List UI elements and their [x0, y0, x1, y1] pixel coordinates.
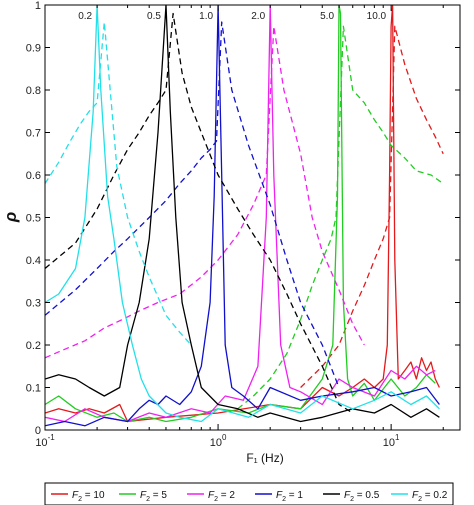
y-tick-label: 0: [35, 425, 41, 437]
legend-box: [44, 482, 454, 505]
series-group: [45, 5, 444, 427]
series-6-solid-line: [45, 5, 440, 423]
y-tick-label: 0.7: [26, 128, 41, 140]
peak-annotation: 5.0: [320, 11, 334, 22]
legend-entry: F2 = 10: [72, 490, 105, 503]
y-tick-label: 0.3: [26, 298, 41, 310]
peak-annotation: 1.0: [199, 11, 213, 22]
y-tick-label: 0.4: [26, 255, 41, 267]
x-tick-label: 100: [210, 433, 227, 449]
legend-entry: F2 = 2: [208, 490, 235, 503]
y-tick-label: 1: [35, 0, 41, 12]
y-tick-label: 0.2: [26, 340, 41, 352]
series-3-dashed-line: [45, 25, 365, 359]
x-tick-label: 101: [383, 433, 400, 449]
legend-entry: F2 = 0.5: [344, 490, 380, 503]
x-tick-label: 10-1: [35, 433, 55, 449]
series-5-dashed-line: [45, 12, 354, 414]
y-tick-label: 0.8: [26, 85, 41, 97]
legend: F2 = 10 F2 = 5 F2 = 2 F2 = 1 F2 = 0.5 F2 = 0.…: [44, 482, 454, 505]
legend-entry: F2 = 1: [276, 490, 303, 503]
peak-annotations: 0.2 0.5 1.0 2.0 5.0 10.0: [78, 11, 386, 22]
legend-entry: F2 = 5: [140, 490, 167, 503]
series-4-solid-line: [45, 5, 440, 427]
peak-annotation: 2.0: [251, 11, 265, 22]
peak-annotation: 0.5: [147, 11, 161, 22]
y-tick-label: 0.5: [26, 213, 41, 225]
series-2-solid-line: [45, 5, 436, 423]
legend-entry: F2 = 0.2: [412, 490, 448, 503]
series-6-dashed-line: [45, 21, 192, 346]
peak-annotation: 10.0: [367, 11, 387, 22]
peak-annotation: 0.2: [78, 11, 92, 22]
y-tick-label: 0.9: [26, 43, 41, 55]
series-1-dashed-line: [300, 25, 444, 388]
series-2-dashed-line: [237, 25, 444, 410]
y-axis-label: ρ: [1, 212, 20, 223]
axes: 0 0.1 0.2 0.3 0.4 0.5 0.6 0.7 0.8 0.9 1 10-1 100 101: [26, 0, 461, 449]
series-3-solid-line: [45, 5, 436, 423]
series-5-solid-line: [45, 5, 440, 423]
y-tick-label: 0.1: [26, 383, 41, 395]
x-axis-label: F₁ (Hz): [246, 451, 283, 465]
y-tick-label: 0.6: [26, 170, 41, 182]
series-4-dashed-line: [45, 21, 340, 388]
